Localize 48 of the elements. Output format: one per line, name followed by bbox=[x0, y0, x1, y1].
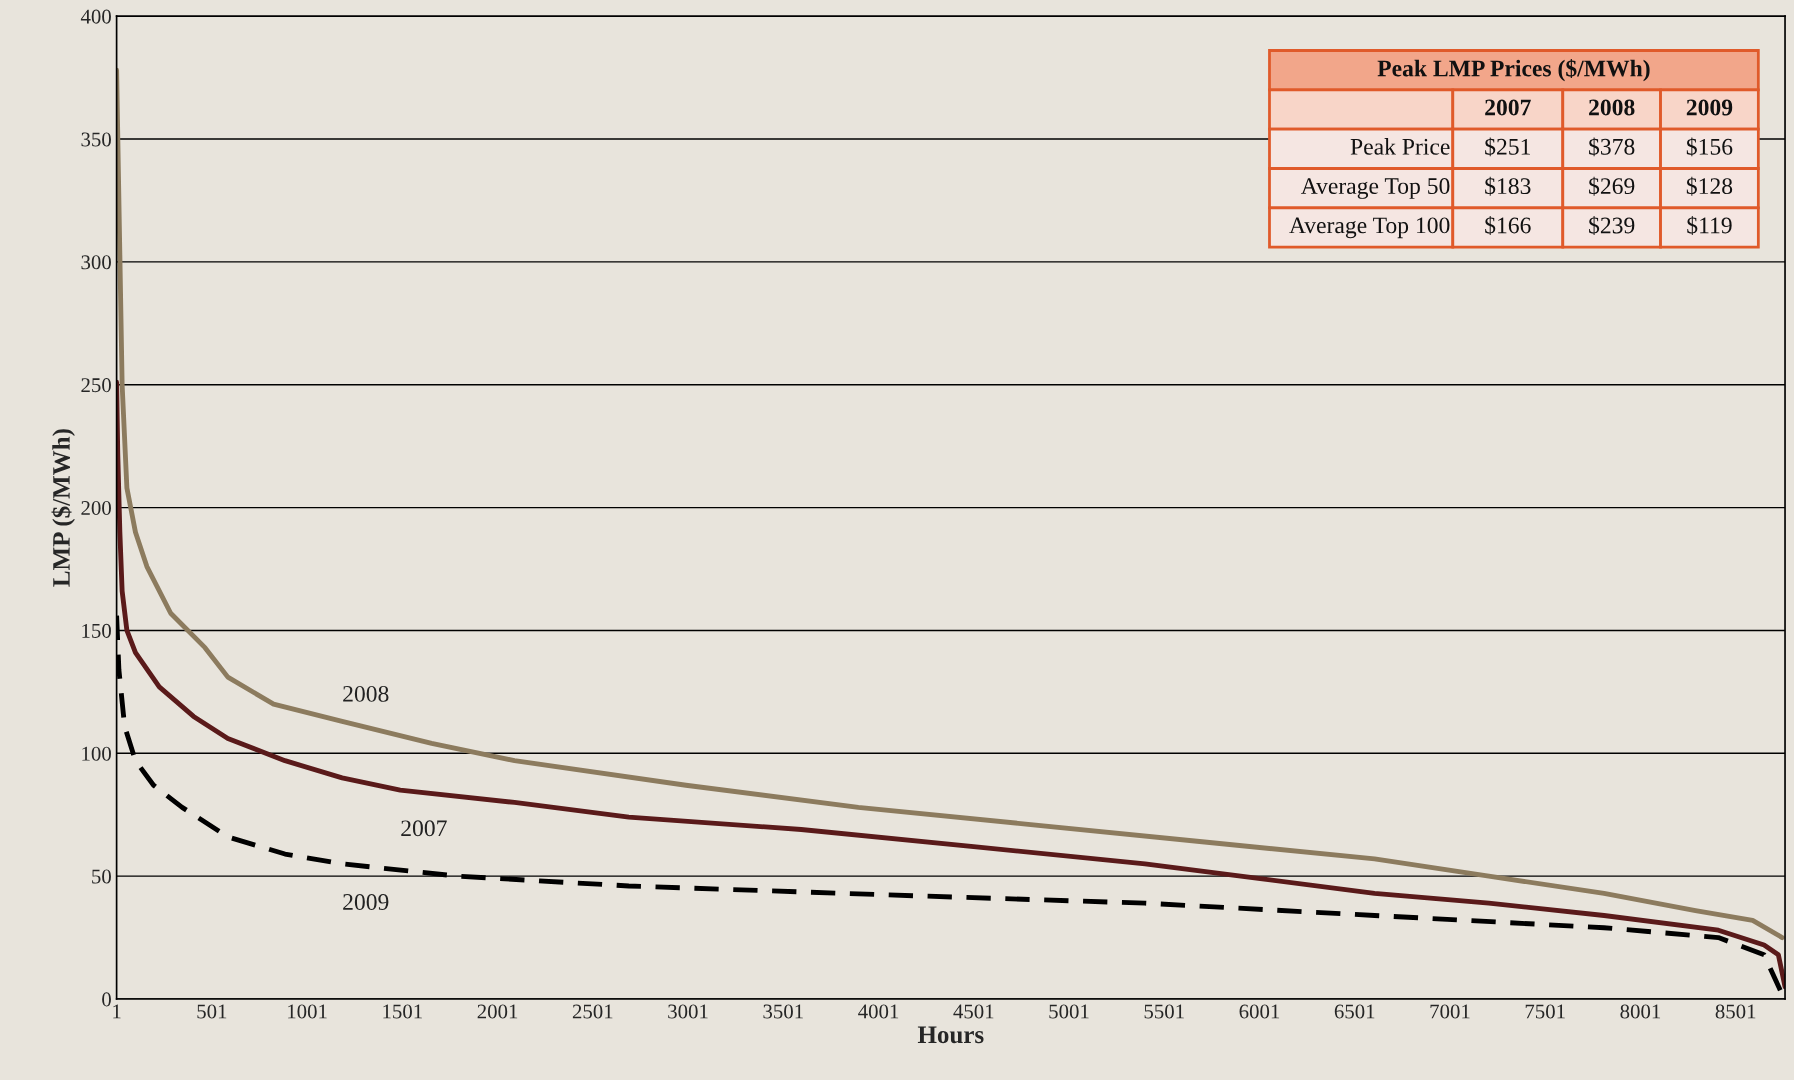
x-tick-label: 5501 bbox=[1144, 1004, 1184, 1019]
annotation: $156 bbox=[1686, 137, 1733, 157]
series-label: 2008 bbox=[343, 685, 389, 702]
x-tick-label: 8001 bbox=[1620, 1004, 1661, 1019]
x-tick-label: 1501 bbox=[383, 1004, 422, 1019]
annotation: $119 bbox=[1687, 216, 1732, 235]
x-tick-label: 7501 bbox=[1525, 1004, 1565, 1019]
y-tick-label: 150 bbox=[82, 623, 111, 638]
x-tick-label: 6501 bbox=[1334, 1004, 1375, 1019]
annotation: $183 bbox=[1485, 176, 1531, 196]
y-tick-label: 200 bbox=[81, 500, 111, 516]
x-tick-label: 1001 bbox=[288, 1004, 327, 1019]
x-tick-label: 5001 bbox=[1049, 1004, 1089, 1019]
annotation: 2009 bbox=[1686, 99, 1733, 116]
annotation: $239 bbox=[1589, 216, 1635, 235]
x-tick-label: 8501 bbox=[1715, 1004, 1756, 1019]
y-tick-label: 250 bbox=[81, 378, 111, 393]
y-axis-title: LMP ($/MWh) bbox=[51, 429, 75, 587]
y-tick-label: 100 bbox=[82, 746, 111, 761]
series-label: 2007 bbox=[401, 820, 447, 837]
x-tick-label: 4501 bbox=[953, 1004, 994, 1019]
annotation: 2008 bbox=[1589, 99, 1635, 116]
x-tick-label: 4001 bbox=[858, 1004, 899, 1019]
annotation: 2007 bbox=[1485, 99, 1531, 116]
x-tick-label: 7001 bbox=[1430, 1004, 1470, 1019]
series-label: 2009 bbox=[343, 894, 389, 910]
x-tick-label: 501 bbox=[197, 1004, 227, 1019]
annotation: $269 bbox=[1589, 176, 1635, 196]
x-tick-label: 1 bbox=[113, 1004, 121, 1019]
annotation: Average Top 100 bbox=[1289, 217, 1450, 239]
x-tick-label: 2001 bbox=[477, 1004, 518, 1019]
annotation: $378 bbox=[1589, 137, 1635, 157]
x-axis-title: Hours bbox=[917, 1026, 984, 1044]
y-tick-label: 0 bbox=[102, 992, 111, 1007]
annotation: Peak LMP Prices ($/MWh) bbox=[1377, 59, 1650, 82]
x-tick-label: 3001 bbox=[668, 1004, 708, 1019]
y-tick-label: 350 bbox=[81, 132, 111, 147]
y-tick-label: 400 bbox=[80, 9, 111, 24]
y-tick-label: 300 bbox=[81, 255, 111, 270]
x-tick-label: 6001 bbox=[1239, 1004, 1280, 1019]
annotation: Average Top 50 bbox=[1300, 178, 1450, 199]
y-tick-label: 50 bbox=[92, 869, 111, 884]
x-tick-label: 3501 bbox=[763, 1004, 803, 1019]
annotation: $128 bbox=[1686, 176, 1733, 196]
annotation: $166 bbox=[1485, 216, 1531, 235]
annotation: Peak Price bbox=[1350, 138, 1450, 155]
annotation: $251 bbox=[1485, 137, 1530, 157]
x-tick-label: 2501 bbox=[572, 1004, 613, 1019]
